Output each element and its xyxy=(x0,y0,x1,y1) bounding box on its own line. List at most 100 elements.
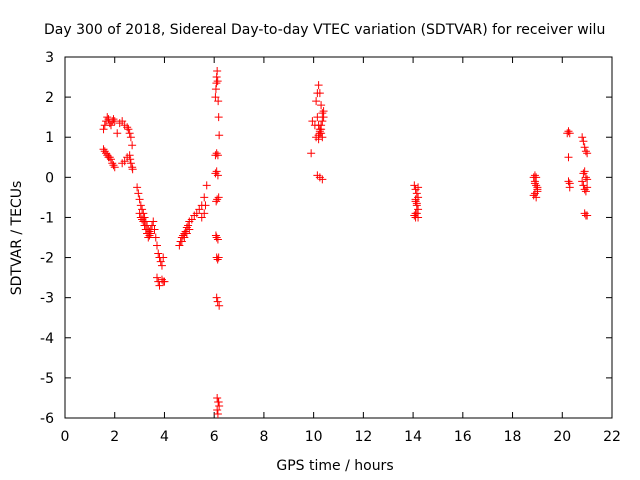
data-point xyxy=(110,163,119,172)
data-point xyxy=(212,149,221,158)
data-point xyxy=(213,151,222,160)
data-point xyxy=(138,205,147,214)
data-point xyxy=(580,167,589,176)
data-point xyxy=(414,183,423,192)
data-point xyxy=(565,129,574,138)
data-point xyxy=(213,77,222,86)
data-point xyxy=(412,209,421,218)
data-point xyxy=(103,113,112,122)
data-point xyxy=(160,277,169,286)
y-tick-label: -4 xyxy=(40,331,54,347)
data-point xyxy=(180,233,189,242)
data-point xyxy=(314,135,323,144)
data-point xyxy=(564,153,573,162)
data-point xyxy=(109,115,118,124)
data-point xyxy=(583,211,592,220)
data-point xyxy=(148,221,157,230)
data-point xyxy=(138,215,147,224)
data-point xyxy=(126,155,135,164)
x-tick-label: 2 xyxy=(110,429,119,445)
data-point xyxy=(136,213,145,222)
data-point xyxy=(214,253,223,262)
data-point xyxy=(140,221,149,230)
data-point xyxy=(152,273,161,282)
data-point xyxy=(195,205,204,214)
data-point xyxy=(118,117,127,126)
data-point xyxy=(529,191,538,200)
data-point xyxy=(215,131,224,140)
x-tick-label: 0 xyxy=(61,429,70,445)
data-point xyxy=(313,113,322,122)
data-point xyxy=(201,201,210,210)
data-point xyxy=(136,201,145,210)
data-point xyxy=(214,193,223,202)
data-point xyxy=(578,177,587,186)
data-point xyxy=(139,217,148,226)
y-axis: -6 -5 -4 -3 -2 -1 0 1 2 3 xyxy=(40,50,612,427)
data-point xyxy=(533,183,542,192)
data-point xyxy=(213,405,222,414)
data-point xyxy=(113,129,122,138)
x-tick-label: 6 xyxy=(210,429,219,445)
y-axis-label: SDTVAR / TECUs xyxy=(9,181,25,296)
data-point xyxy=(187,215,196,224)
x-tick-label: 10 xyxy=(305,429,323,445)
data-point xyxy=(156,257,165,266)
data-point xyxy=(106,155,115,164)
data-point xyxy=(182,229,191,238)
data-point xyxy=(317,101,326,110)
data-point xyxy=(214,113,223,122)
data-point xyxy=(109,161,118,170)
data-point xyxy=(150,225,159,234)
data-point xyxy=(159,253,168,262)
data-point xyxy=(307,149,316,158)
data-point xyxy=(214,97,223,106)
data-point xyxy=(564,177,573,186)
data-point xyxy=(565,183,574,192)
y-tick-label: 0 xyxy=(45,170,54,186)
data-point xyxy=(128,165,137,174)
data-point xyxy=(212,167,221,176)
data-point xyxy=(155,281,164,290)
x-tick-label: 14 xyxy=(404,429,422,445)
data-point xyxy=(99,145,108,154)
data-point xyxy=(192,209,201,218)
data-point xyxy=(215,301,224,310)
data-point xyxy=(308,117,317,126)
y-tick-label: -3 xyxy=(40,291,54,307)
data-point xyxy=(315,127,324,136)
data-point xyxy=(144,233,153,242)
data-point xyxy=(110,117,119,126)
data-point xyxy=(317,121,326,130)
data-point xyxy=(411,195,420,204)
y-tick-label: 2 xyxy=(45,90,54,106)
data-point xyxy=(202,181,211,190)
data-point xyxy=(212,293,221,302)
data-point xyxy=(211,93,220,102)
x-tick-label: 12 xyxy=(354,429,372,445)
data-point xyxy=(213,393,222,402)
x-tick-label: 4 xyxy=(160,429,169,445)
data-point xyxy=(100,147,109,156)
x-tick-label: 8 xyxy=(259,429,268,445)
data-point xyxy=(318,133,327,142)
data-point xyxy=(530,179,539,188)
data-point xyxy=(124,125,133,134)
data-point xyxy=(581,173,590,182)
data-point xyxy=(185,225,194,234)
x-tick-label: 22 xyxy=(603,429,621,445)
data-point xyxy=(149,217,158,226)
data-point xyxy=(211,231,220,240)
chart-title: Day 300 of 2018, Sidereal Day-to-day VTE… xyxy=(44,22,605,38)
x-tick-label: 16 xyxy=(454,429,472,445)
data-point xyxy=(314,81,323,90)
data-point xyxy=(214,397,223,406)
plot-frame xyxy=(64,56,613,419)
data-point xyxy=(125,129,134,138)
data-point xyxy=(128,141,137,150)
data-point xyxy=(152,241,161,250)
y-tick-label: -2 xyxy=(40,251,54,267)
data-point xyxy=(412,199,421,208)
x-axis-label: GPS time / hours xyxy=(276,458,393,474)
